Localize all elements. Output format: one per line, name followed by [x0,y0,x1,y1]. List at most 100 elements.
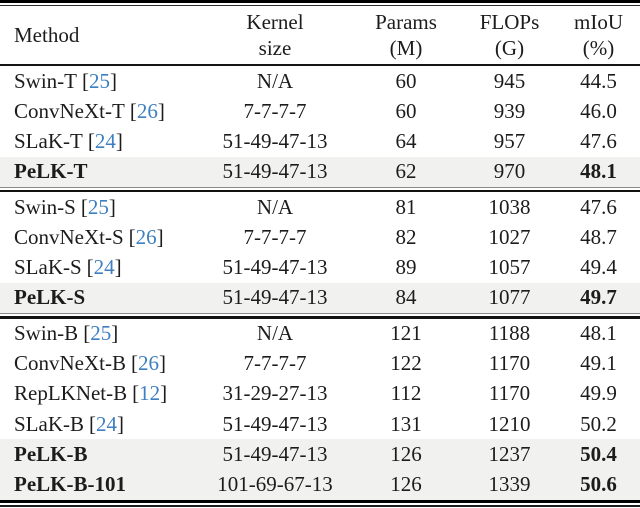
miou-cell: 48.7 [580,225,617,250]
citation: [25] [81,195,116,219]
citation-bracket-open: [ [89,411,96,436]
method-cell: ConvNeXt-S [26] [0,225,200,250]
kernel-size-cell: 31-29-27-13 [222,381,328,406]
citation-link[interactable]: 25 [90,321,112,346]
flops-cell: 1170 [488,381,531,406]
method-cell: SLaK-S [24] [0,255,200,280]
method-cell: SLaK-T [24] [0,129,200,154]
table-row: Swin-T [25] N/A 60 945 44.5 [0,66,640,96]
params-cell: 60 [395,98,417,123]
bottom-rule-thick-line [0,499,640,503]
method-name: Swin-B [14,321,79,346]
params-cell: 84 [395,285,417,310]
citation: [25] [83,321,118,345]
params-cell: 64 [395,128,417,153]
column-header-flops: FLOPs (G) [462,6,557,64]
method-cell: ConvNeXt-T [26] [0,99,200,124]
kernel-size-cell: 7-7-7-7 [243,98,307,123]
flops-cell: 1057 [488,255,531,280]
kernel-header-line1: Kernel [246,10,304,34]
citation-link[interactable]: 24 [94,128,116,153]
miou-cell: 48.1 [580,159,617,184]
citation-bracket-close: ] [114,255,122,280]
table-section-base: Swin-B [25] N/A 121 1188 48.1 ConvNeXt-B[… [0,319,640,500]
method-name: PeLK-B [14,441,88,466]
citation-bracket-open: [ [132,381,140,406]
method-cell: PeLK-B-101 [0,472,200,497]
citation-bracket-close: ] [115,128,123,153]
table-row: ConvNeXt-S [26] 7-7-7-7 82 1027 48.7 [0,222,640,252]
method-cell: Swin-S [25] [0,195,200,220]
table-bottom-rule [0,499,640,507]
params-cell: 131 [390,411,422,436]
method-name: Swin-S [14,194,76,219]
kernel-size-cell: 7-7-7-7 [243,225,307,250]
table-top-rule [0,0,640,6]
top-rule-thick-line [0,0,640,3]
table-row: SLaK-T [24] 51-49-47-13 64 957 47.6 [0,126,640,156]
citation: [25] [82,69,117,93]
kernel-size-cell: 51-49-47-13 [222,128,328,153]
params-cell: 89 [395,255,417,280]
citation-bracket-close: ] [110,68,117,93]
flops-header-line2: (G) [494,36,525,60]
section-separator-rule [0,313,640,319]
citation-bracket-open: [ [129,98,137,123]
citation-bracket-open: [ [131,351,138,376]
citation-link[interactable]: 26 [135,225,157,250]
miou-cell: 47.6 [580,194,617,219]
table-row: SLaK-B [24] 51-49-47-13 131 1210 50.2 [0,409,640,439]
kernel-size-cell: 101-69-67-13 [217,472,333,497]
citation-link[interactable]: 25 [87,194,109,219]
miou-cell: 50.2 [580,411,617,436]
citation-bracket-close: ] [156,225,164,250]
citation-bracket-close: ] [117,411,124,436]
table-row-highlighted: PeLK-B 51-49-47-13 126 1237 50.4 [0,439,640,470]
method-cell: ConvNeXt-B [26] [0,351,200,376]
params-cell: 126 [390,472,422,497]
citation: [26] [129,225,164,249]
citation-bracket-close: ] [157,98,165,123]
citation-bracket-close: ] [111,321,119,346]
citation: [26] [130,99,165,123]
citation-link[interactable]: 25 [89,68,110,93]
method-name: SLaK-B [14,411,84,436]
flops-cell: 1077 [488,285,531,310]
method-name: PeLK-B-101 [14,472,126,497]
citation-link[interactable]: 24 [96,411,117,436]
kernel-size-cell: 51-49-47-13 [222,441,328,466]
table-row-highlighted: PeLK-S 51-49-47-13 84 1077 49.7 [0,282,640,313]
table-row: RepLKNet-B [12] 31-29-27-13 112 1170 49.9 [0,379,640,409]
citation-bracket-open: [ [82,68,89,93]
method-cell: Swin-B [25] [0,321,200,346]
table-row: ConvNeXt-T [26] 7-7-7-7 60 939 46.0 [0,96,640,126]
method-name: Swin-T [14,68,77,93]
miou-cell: 44.5 [580,68,617,93]
flops-cell: 1210 [488,411,531,436]
method-header-label: Method [14,22,80,47]
citation-link[interactable]: 24 [93,255,115,280]
params-cell: 81 [395,194,417,219]
citation-link[interactable]: 26 [136,98,158,123]
citation: [24] [89,412,124,436]
citation-link[interactable]: 12 [139,381,161,406]
kernel-size-cell: 51-49-47-13 [222,255,328,280]
section-separator-rule [0,186,640,193]
top-rule-thin-line [0,5,640,6]
miou-header-line1: mIoU [574,10,623,34]
citation-link[interactable]: 26 [138,351,159,376]
params-cell: 112 [390,381,422,406]
miou-header-line2: (%) [582,36,615,60]
citation-bracket-close: ] [160,381,168,406]
flops-cell: 939 [493,98,526,123]
flops-cell: 1237 [488,441,531,466]
table-row: Swin-B [25] N/A 121 1188 48.1 [0,319,640,349]
params-cell: 126 [390,441,422,466]
citation: [24] [87,255,122,279]
flops-cell: 945 [493,68,526,93]
citation-bracket-open: [ [83,321,91,346]
miou-cell: 49.7 [580,285,617,310]
miou-cell: 47.6 [580,128,617,153]
flops-header-line1: FLOPs [479,10,540,34]
method-cell: RepLKNet-B [12] [0,381,200,406]
